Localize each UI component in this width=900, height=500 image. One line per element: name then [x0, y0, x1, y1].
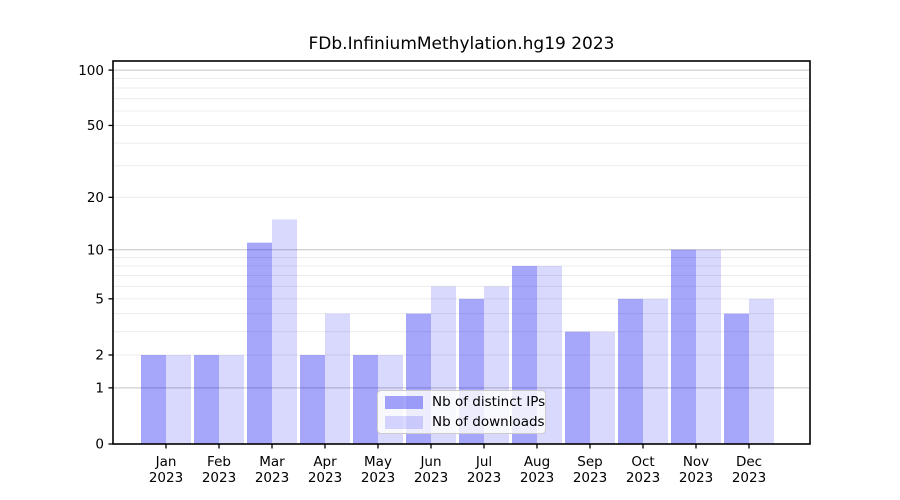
- bar-downloads: [166, 354, 191, 444]
- x-tick-label-month: Oct: [631, 454, 654, 470]
- bar-downloads: [590, 331, 615, 444]
- x-tick-label-year: 2023: [520, 470, 554, 486]
- x-tick-label-month: Aug: [524, 454, 550, 470]
- y-tick-label: 2: [95, 348, 104, 364]
- x-tick-label-year: 2023: [414, 470, 448, 486]
- legend-swatch-downloads: [385, 415, 423, 429]
- legend-label-downloads: Nb of downloads: [432, 414, 545, 430]
- x-tick-label-month: Dec: [736, 454, 762, 470]
- chart-title: FDb.InfiniumMethylation.hg19 2023: [308, 34, 615, 54]
- bar-distinct-ips: [353, 354, 378, 444]
- y-tick-label: 20: [87, 190, 104, 206]
- x-tick-label-month: Nov: [683, 454, 709, 470]
- x-tick-label-year: 2023: [467, 470, 501, 486]
- x-tick-label-year: 2023: [573, 470, 607, 486]
- y-tick-label: 10: [87, 242, 104, 258]
- bar-distinct-ips: [194, 354, 219, 444]
- x-tick-label-month: May: [364, 454, 392, 470]
- legend: Nb of distinct IPs Nb of downloads: [377, 390, 546, 434]
- bar-distinct-ips: [671, 249, 696, 444]
- x-tick-label-month: Jul: [475, 454, 492, 470]
- bar-downloads: [749, 298, 774, 444]
- x-tick-label-year: 2023: [361, 470, 395, 486]
- y-tick-label: 1: [95, 381, 104, 397]
- bar-downloads: [272, 219, 297, 444]
- x-tick-label-month: Sep: [577, 454, 602, 470]
- x-tick-label-month: Feb: [207, 454, 231, 470]
- x-tick-label-year: 2023: [732, 470, 766, 486]
- bar-downloads: [325, 313, 350, 444]
- bar-downloads: [643, 298, 668, 444]
- bar-distinct-ips: [141, 354, 166, 444]
- x-tick-label-month: Jun: [419, 454, 441, 470]
- y-tick-label: 0: [95, 437, 104, 453]
- x-tick-label-month: Mar: [259, 454, 285, 470]
- x-tick-label-year: 2023: [202, 470, 236, 486]
- legend-swatch-distinct-ips: [385, 395, 423, 409]
- legend-label-distinct-ips: Nb of distinct IPs: [432, 394, 546, 410]
- y-tick-label: 100: [78, 63, 104, 79]
- x-tick-label-month: Jan: [155, 454, 177, 470]
- y-tick-label: 50: [87, 118, 104, 134]
- y-tick-label: 5: [95, 292, 104, 308]
- plot-border: [112, 60, 811, 445]
- x-tick-label-year: 2023: [255, 470, 289, 486]
- bar-distinct-ips: [247, 242, 272, 444]
- x-tick-label-year: 2023: [626, 470, 660, 486]
- legend-row-downloads: Nb of downloads: [385, 414, 545, 430]
- bar-distinct-ips: [724, 313, 749, 444]
- bar-downloads: [219, 354, 244, 444]
- bar-distinct-ips: [300, 354, 325, 444]
- bar-distinct-ips: [618, 298, 643, 444]
- bar-downloads: [696, 249, 721, 444]
- bar-distinct-ips: [565, 331, 590, 444]
- x-tick-label-year: 2023: [308, 470, 342, 486]
- x-tick-label-month: Apr: [313, 454, 337, 470]
- x-tick-label-year: 2023: [149, 470, 183, 486]
- x-tick-label-year: 2023: [679, 470, 713, 486]
- legend-row-distinct-ips: Nb of distinct IPs: [385, 394, 545, 410]
